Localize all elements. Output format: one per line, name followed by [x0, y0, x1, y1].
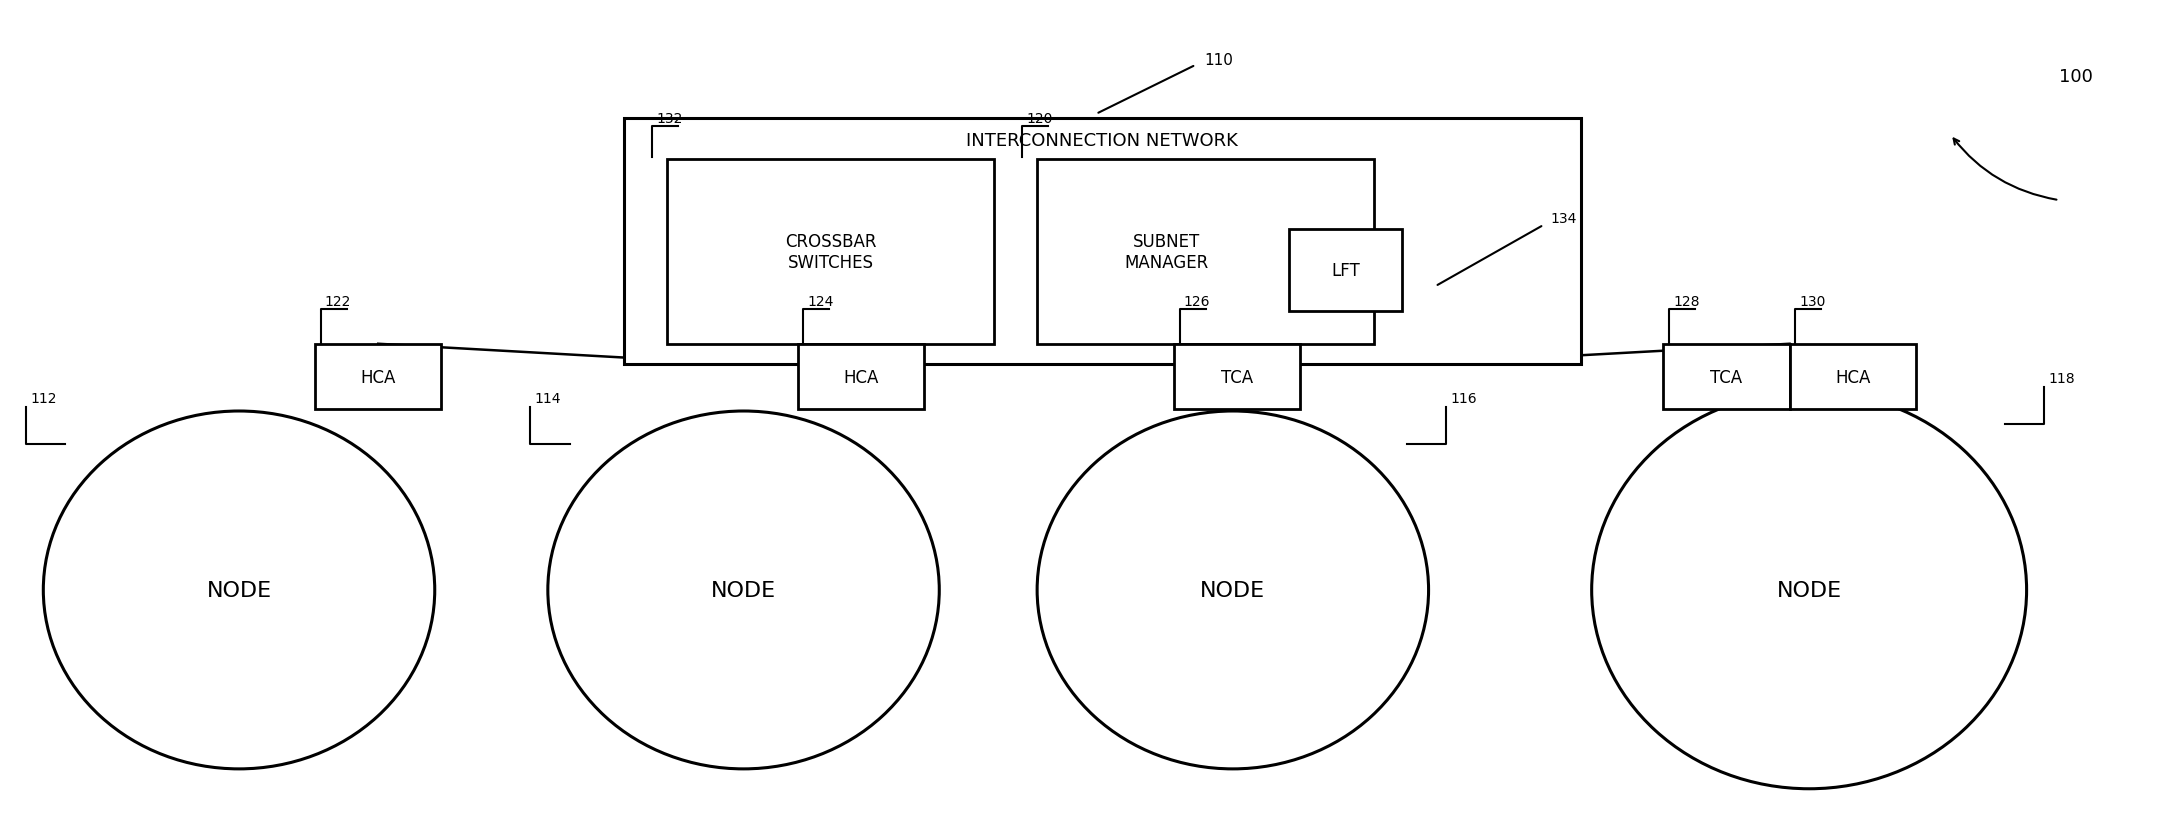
Text: HCA: HCA — [1836, 368, 1871, 386]
Text: INTERCONNECTION NETWORK: INTERCONNECTION NETWORK — [967, 132, 1238, 150]
Text: HCA: HCA — [360, 368, 395, 386]
Bar — [1663, 344, 1790, 410]
Bar — [624, 119, 1580, 365]
Text: NODE: NODE — [712, 580, 777, 600]
Bar — [314, 344, 441, 410]
Bar — [1037, 160, 1375, 344]
Text: 118: 118 — [2048, 372, 2076, 386]
Text: TCA: TCA — [1711, 368, 1742, 386]
Text: 134: 134 — [1550, 211, 1576, 225]
Text: NODE: NODE — [207, 580, 271, 600]
Text: 110: 110 — [1205, 53, 1233, 68]
Text: SUBNET
MANAGER: SUBNET MANAGER — [1124, 233, 1209, 272]
Bar — [1790, 344, 1917, 410]
Text: 116: 116 — [1450, 392, 1478, 406]
Text: CROSSBAR
SWITCHES: CROSSBAR SWITCHES — [786, 233, 875, 272]
Bar — [1174, 344, 1301, 410]
Text: 100: 100 — [2059, 68, 2093, 86]
Text: 130: 130 — [1799, 294, 1825, 308]
Text: 122: 122 — [325, 294, 351, 308]
Bar — [668, 160, 993, 344]
Text: LFT: LFT — [1332, 262, 1360, 280]
Ellipse shape — [1037, 412, 1428, 769]
Text: 126: 126 — [1183, 294, 1209, 308]
Bar — [799, 344, 923, 410]
Text: NODE: NODE — [1777, 580, 1842, 600]
Text: HCA: HCA — [843, 368, 880, 386]
Ellipse shape — [44, 412, 434, 769]
Text: 128: 128 — [1672, 294, 1701, 308]
Text: 112: 112 — [31, 392, 57, 406]
Text: 114: 114 — [535, 392, 561, 406]
Text: TCA: TCA — [1220, 368, 1253, 386]
Text: NODE: NODE — [1201, 580, 1266, 600]
Bar — [1290, 229, 1401, 311]
Text: 132: 132 — [657, 112, 683, 126]
Ellipse shape — [548, 412, 939, 769]
Text: 120: 120 — [1026, 112, 1052, 126]
Text: 124: 124 — [808, 294, 834, 308]
Ellipse shape — [1591, 392, 2026, 789]
